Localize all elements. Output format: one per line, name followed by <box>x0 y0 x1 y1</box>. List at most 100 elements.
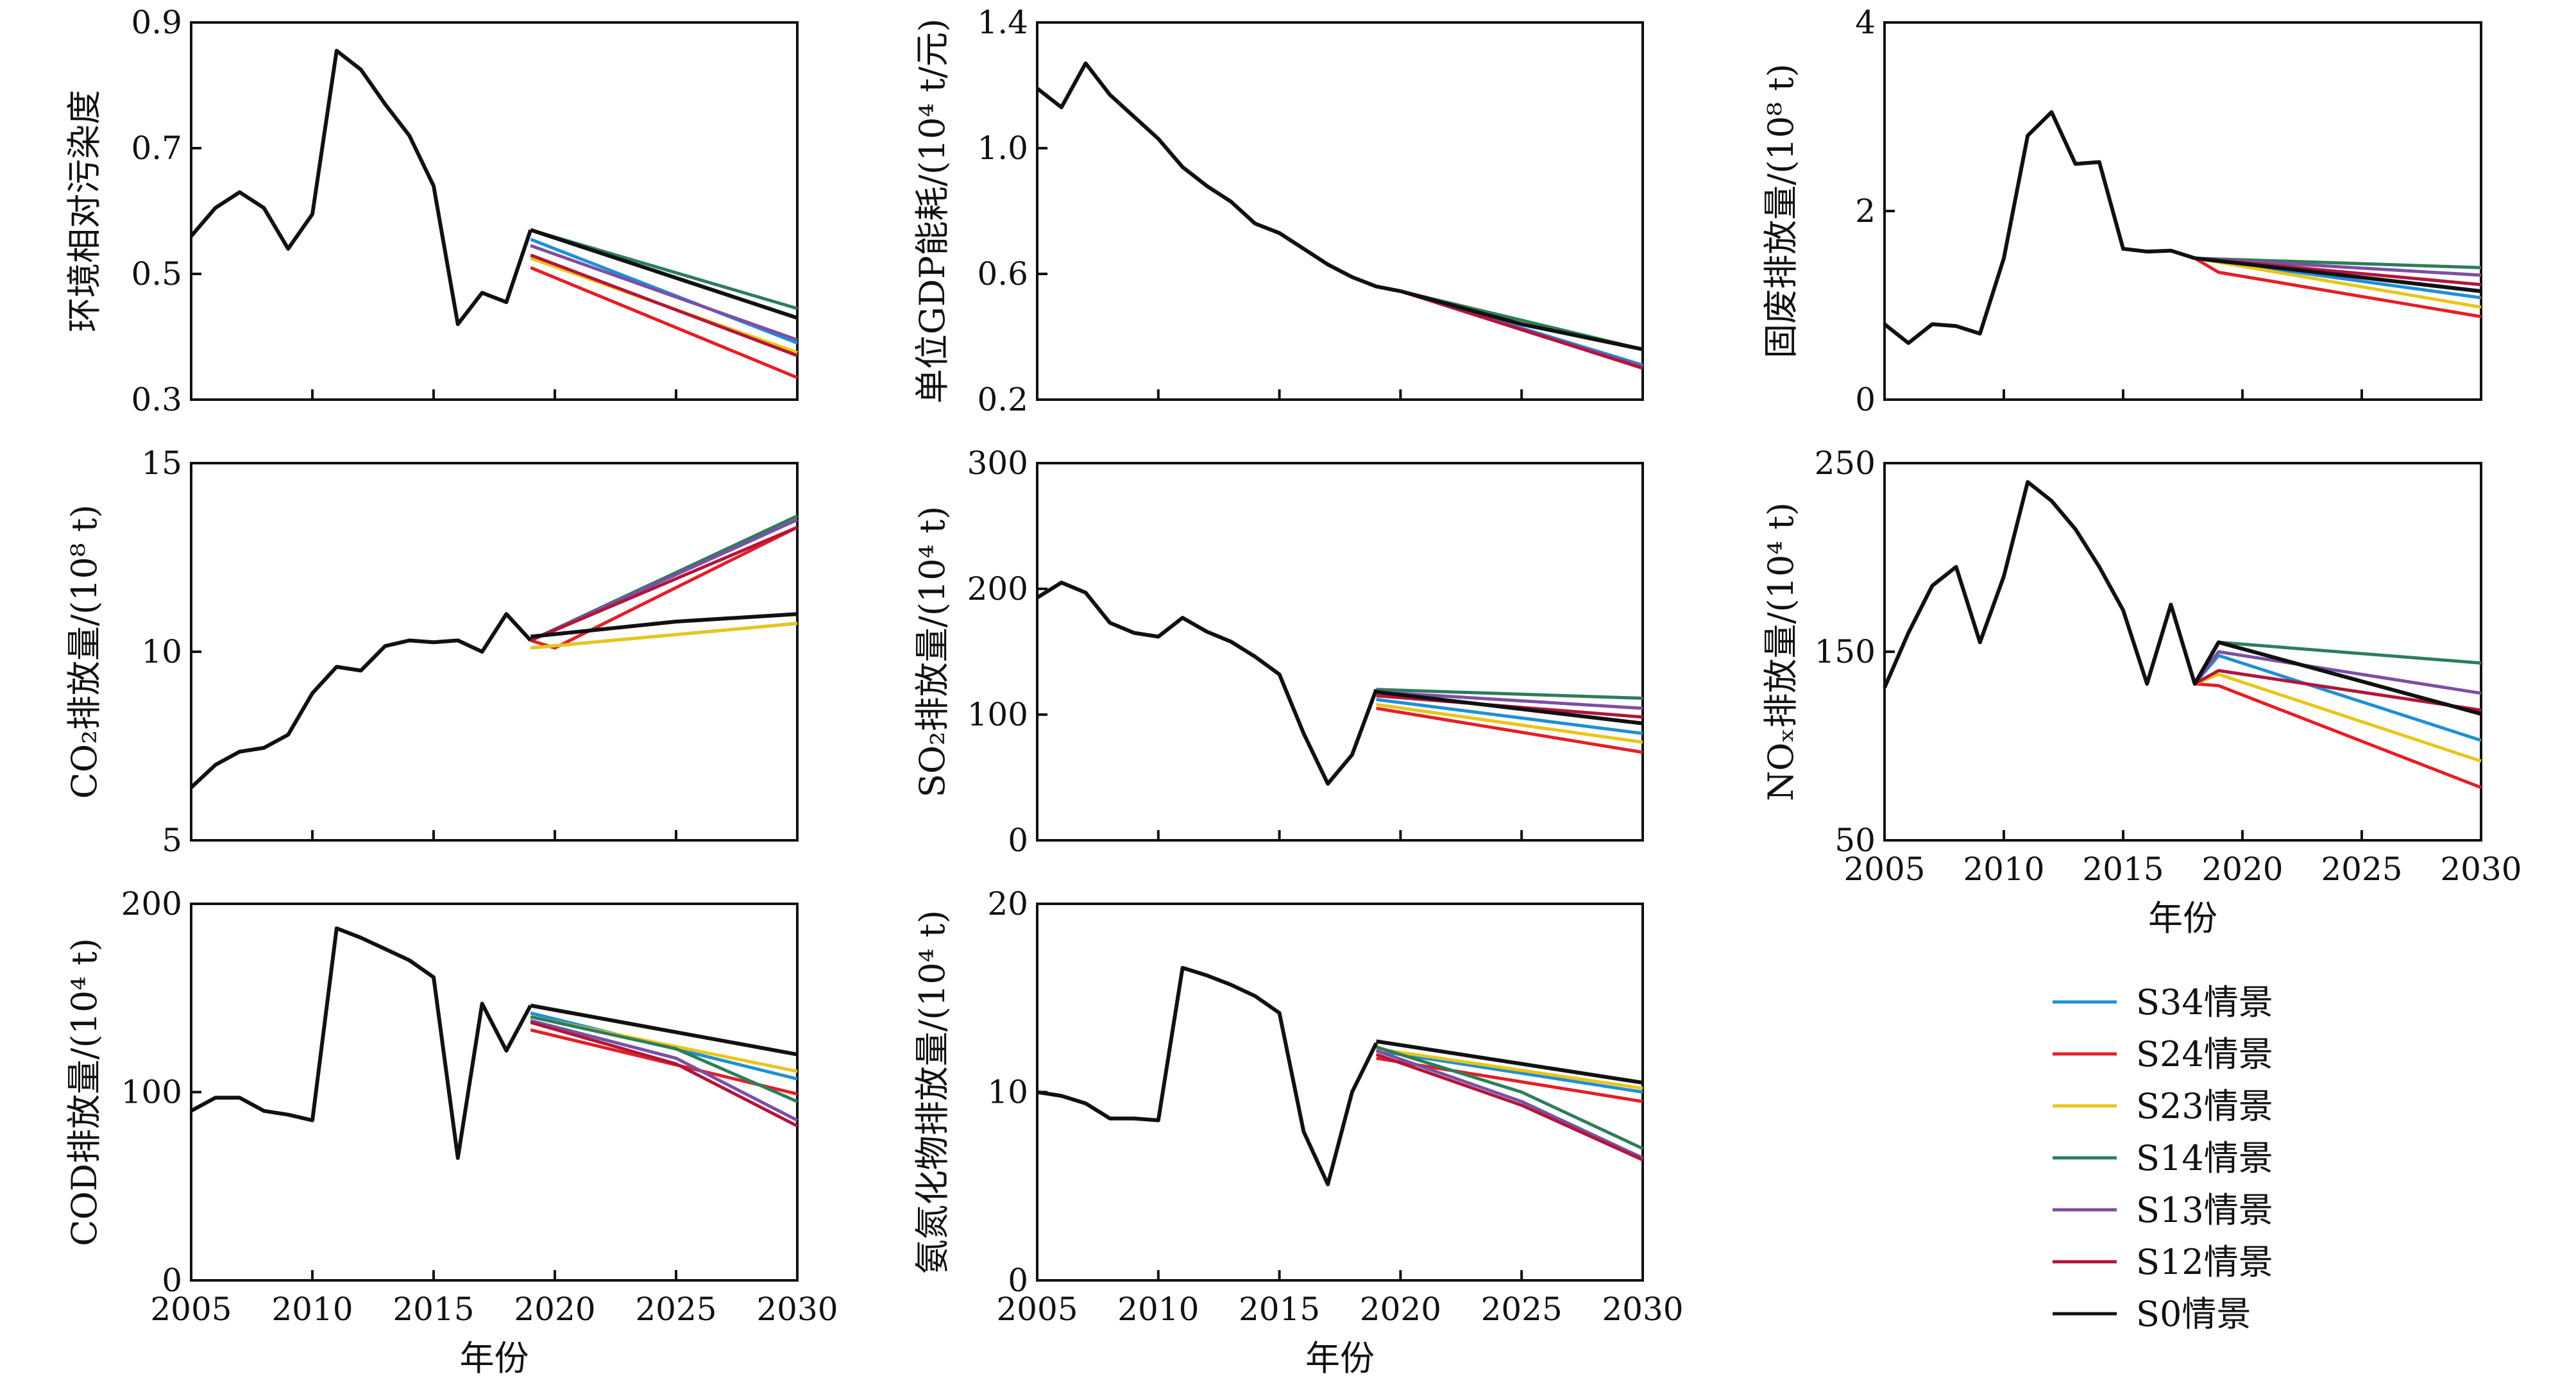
legend-label-s34: S34情景 <box>2136 982 2273 1022</box>
legend-label-s12: S12情景 <box>2136 1242 2273 1282</box>
legend: S34情景 S24情景 S23情景 S14情景 S13情景 S12情景 S0情景 <box>2053 982 2273 1334</box>
series-line-S0情景 <box>530 1003 798 1056</box>
panel-so2: SO₂排放量/(10⁴ t) 0 100 200 300 <box>912 445 1644 859</box>
x-tick-label: 2020 <box>514 1291 595 1328</box>
series-line-S23情景 <box>530 622 798 650</box>
y-tick-label: 100 <box>121 1074 182 1111</box>
x-tick-label: 2030 <box>1602 1291 1683 1328</box>
legend-label-s24: S24情景 <box>2136 1034 2273 1074</box>
y-tick-label: 0 <box>162 1262 182 1299</box>
plot-frame <box>1036 21 1644 401</box>
y-tick-label: 0.2 <box>977 381 1028 418</box>
panel-nox: NOₓ排放量/(10⁴ t) 年份 50 150 250 2005 2010 2015 2020… <box>1761 445 2522 938</box>
series-line-S23情景 <box>1376 702 1643 744</box>
x-tick-label: 2015 <box>2082 851 2164 888</box>
y-tick-label: 15 <box>141 445 182 482</box>
x-tick-label: 2025 <box>635 1291 716 1328</box>
series-line-S14情景 <box>1375 1045 1644 1150</box>
y-tick-label: 1.4 <box>977 4 1028 41</box>
x-tick-label: 2020 <box>2201 851 2283 888</box>
ylabel-ammonia-nitrogen: 氨氮化物排放量/(10⁴ t) <box>912 910 953 1275</box>
series-line-S12情景 <box>2194 668 2482 712</box>
x-tick-label: 2005 <box>996 1291 1078 1328</box>
series-line-S13情景 <box>1375 1049 1644 1160</box>
xlabel-year: 年份 <box>460 1338 529 1379</box>
legend-label-s23: S23情景 <box>2136 1086 2273 1126</box>
x-tick-label: 2020 <box>1360 1291 1441 1328</box>
ylabel-cod: COD排放量/(10⁴ t) <box>64 938 105 1246</box>
y-tick-label: 2 <box>1855 192 1876 230</box>
y-tick-label: 20 <box>987 885 1028 922</box>
x-tick-label: 2015 <box>393 1291 474 1328</box>
y-tick-label: 200 <box>121 885 182 922</box>
ylabel-nox: NOₓ排放量/(10⁴ t) <box>1761 502 1801 801</box>
x-tick-label: 2005 <box>1843 851 1925 888</box>
panel-ammonia-nitrogen: 氨氮化物排放量/(10⁴ t) 年份 0 10 20 2005 2010 2015 2020 20… <box>912 885 1684 1379</box>
plot-frame <box>190 21 799 401</box>
y-tick-label: 150 <box>1815 633 1876 670</box>
x-tick-label: 2025 <box>1481 1291 1563 1328</box>
series-line-S24情景 <box>2194 257 2482 319</box>
history-line <box>1037 965 1378 1187</box>
y-tick-label: 0.3 <box>131 381 182 418</box>
series-line-S0情景 <box>1376 1039 1643 1085</box>
x-tick-label: 2015 <box>1239 1291 1320 1328</box>
history-line <box>1883 110 2196 345</box>
ylabel-solid-waste: 固废排放量/(10⁸ t) <box>1761 64 1801 359</box>
plot-frame <box>1036 462 1644 842</box>
series-line-S24情景 <box>530 266 798 380</box>
series-line-S0情景 <box>1376 690 1643 725</box>
y-tick-label: 4 <box>1855 4 1876 41</box>
y-tick-label: 100 <box>967 696 1028 733</box>
y-tick-label: 300 <box>967 445 1028 482</box>
xlabel-year: 年份 <box>1305 1338 1375 1379</box>
x-tick-label: 2030 <box>2440 851 2521 888</box>
series-line-S0情景 <box>530 228 798 320</box>
history-line <box>1036 581 1378 786</box>
history-line <box>190 926 532 1160</box>
y-tick-label: 0.7 <box>131 130 182 167</box>
x-tick-label: 2010 <box>1117 1291 1199 1328</box>
legend-label-s14: S14情景 <box>2136 1138 2273 1178</box>
y-tick-label: 10 <box>987 1074 1028 1111</box>
plot-frame <box>190 903 799 1282</box>
series-line-S34情景 <box>2193 654 2482 742</box>
x-tick-label: 2030 <box>756 1291 838 1328</box>
x-tick-label: 2025 <box>2321 851 2402 888</box>
panel-environment-pollution: 环境相对污染度 0.3 0.5 0.7 0.9 <box>64 4 799 418</box>
y-tick-label: 1.0 <box>977 130 1028 167</box>
series-line-S23情景 <box>1376 1047 1643 1090</box>
y-tick-label: 200 <box>967 570 1028 607</box>
ylabel-pollution-degree: 环境相对污染度 <box>64 90 105 332</box>
series-line-S24情景 <box>2194 682 2482 790</box>
series-line-S12情景 <box>530 253 798 357</box>
x-tick-label: 2010 <box>271 1291 353 1328</box>
y-tick-label: 0 <box>1855 381 1876 418</box>
y-tick-label: 0.6 <box>977 255 1028 293</box>
history-line <box>189 612 532 789</box>
series-line-S12情景 <box>530 1021 799 1128</box>
panel-cod: COD排放量/(10⁴ t) 年份 0 100 200 2005 2010 2015 2020 2… <box>64 885 838 1379</box>
legend-label-s13: S13情景 <box>2136 1190 2273 1230</box>
series-line-S34情景 <box>1376 698 1643 735</box>
y-tick-label: 0.5 <box>131 255 182 293</box>
x-tick-label: 2010 <box>1963 851 2044 888</box>
series-line-S14情景 <box>1376 688 1643 700</box>
plot-frame <box>1036 903 1644 1282</box>
series-line-S23情景 <box>2194 257 2482 309</box>
ylabel-co2: CO₂排放量/(10⁸ t) <box>64 505 105 799</box>
y-tick-label: 10 <box>141 633 182 670</box>
y-tick-label: 5 <box>162 822 182 859</box>
plot-frame <box>1883 21 2482 401</box>
y-tick-label: 0 <box>1008 822 1028 859</box>
y-tick-label: 50 <box>1835 822 1876 859</box>
panel-solid-waste: 固废排放量/(10⁸ t) 0 2 4 <box>1761 4 2482 418</box>
ylabel-energy-per-gdp: 单位GDP能耗/(10⁴ t/元) <box>912 19 953 404</box>
x-tick-label: 2005 <box>150 1291 232 1328</box>
panel-co2: CO₂排放量/(10⁸ t) 5 10 15 <box>64 445 799 859</box>
plot-frame <box>1883 462 2482 842</box>
series-line-S24情景 <box>530 525 799 650</box>
history-line <box>1036 61 1401 293</box>
series-line-S13情景 <box>1376 690 1643 710</box>
